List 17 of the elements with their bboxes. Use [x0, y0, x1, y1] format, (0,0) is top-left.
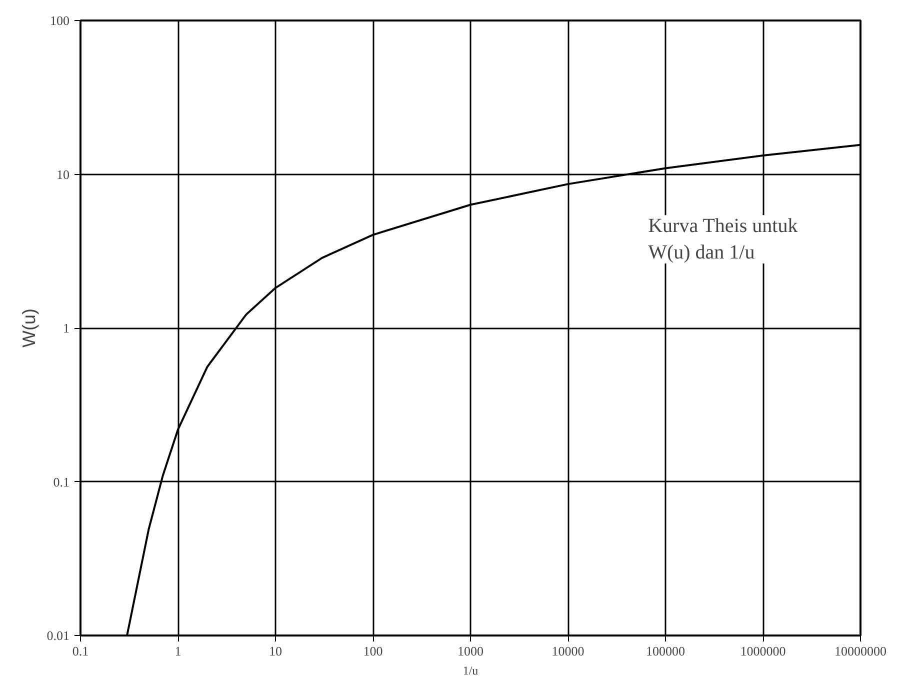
x-tick-label: 1: [174, 644, 182, 658]
annotation: Kurva Theis untuk W(u) dan 1/u: [648, 215, 798, 264]
x-tick-label: 100000: [646, 644, 685, 658]
x-tick-label: 10000000: [834, 644, 886, 658]
x-tick-label: 10: [269, 644, 282, 658]
y-tick-label: 0.01: [46, 628, 70, 643]
x-axis-title: 1/u: [462, 664, 478, 678]
x-tick-label: 10000: [552, 644, 584, 658]
x-tick-label: 1000: [458, 644, 484, 658]
y-tick-label: 1: [63, 320, 70, 336]
y-tick-label: 100: [50, 13, 70, 28]
y-tick-label: 10: [56, 166, 70, 182]
x-tick-label: 100: [363, 644, 383, 658]
x-tick-label: 1000000: [740, 644, 786, 658]
y-axis-title: W(u): [18, 308, 39, 348]
y-tick-label: 0.1: [53, 474, 70, 490]
x-tick-label: 0.1: [72, 644, 89, 658]
